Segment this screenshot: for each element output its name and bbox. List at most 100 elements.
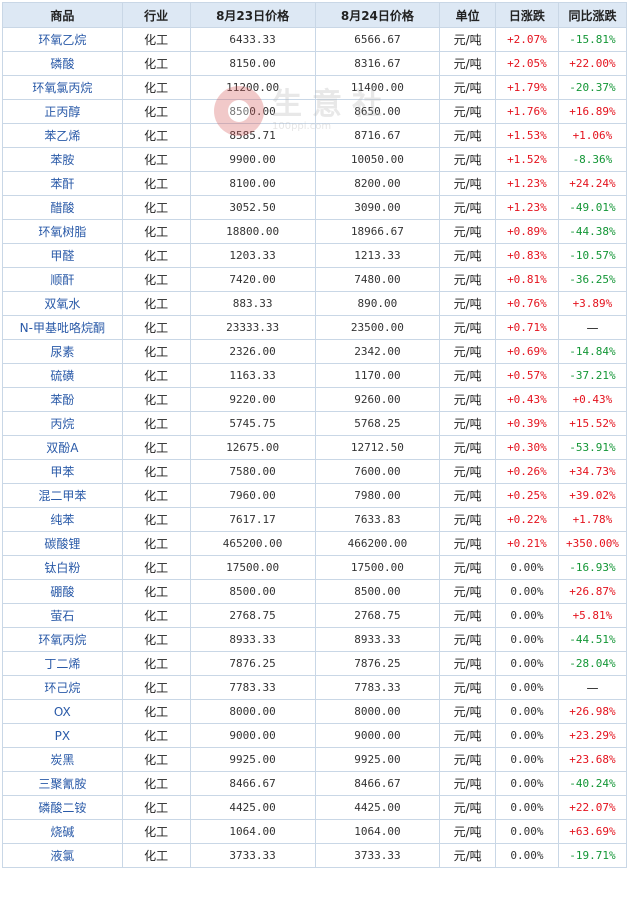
product-name[interactable]: 萤石 — [2, 603, 123, 628]
product-name[interactable]: N-甲基吡咯烷酮 — [2, 315, 123, 340]
product-name[interactable]: 硫磺 — [2, 363, 123, 388]
daily-change: 0.00% — [494, 747, 559, 772]
daily-change: +0.69% — [494, 339, 559, 364]
yoy-change: +23.68% — [557, 747, 628, 772]
price-aug24: 466200.00 — [314, 531, 441, 556]
yoy-change: -40.24% — [557, 771, 628, 796]
price-aug23: 7960.00 — [189, 483, 316, 508]
table-row: 钛白粉 化工 17500.00 17500.00 元/吨 0.00% -16.93% — [2, 555, 628, 580]
product-name[interactable]: 环氧树脂 — [2, 219, 123, 244]
daily-change: +0.81% — [494, 267, 559, 292]
yoy-change: -16.93% — [557, 555, 628, 580]
product-name[interactable]: 双氧水 — [2, 291, 123, 316]
yoy-change: -49.01% — [557, 195, 628, 220]
table-row: 尿素 化工 2326.00 2342.00 元/吨 +0.69% -14.84% — [2, 339, 628, 364]
yoy-change: -10.57% — [557, 243, 628, 268]
product-name[interactable]: 苯酐 — [2, 171, 123, 196]
product-name[interactable]: 液氯 — [2, 843, 123, 868]
product-name[interactable]: 磷酸二铵 — [2, 795, 123, 820]
product-name[interactable]: 双酚A — [2, 435, 123, 460]
price-aug23: 883.33 — [189, 291, 316, 316]
table-row: 正丙醇 化工 8500.00 8650.00 元/吨 +1.76% +16.89% — [2, 99, 628, 124]
table-row: 环氧氯丙烷 化工 11200.00 11400.00 元/吨 +1.79% -20.37% — [2, 75, 628, 100]
unit-cell: 元/吨 — [439, 843, 496, 868]
daily-change: 0.00% — [494, 819, 559, 844]
price-aug24: 7480.00 — [314, 267, 441, 292]
table-row: 苯胺 化工 9900.00 10050.00 元/吨 +1.52% -8.36% — [2, 147, 628, 172]
product-name[interactable]: 顺酐 — [2, 267, 123, 292]
product-name[interactable]: 硼酸 — [2, 579, 123, 604]
table-row: 硫磺 化工 1163.33 1170.00 元/吨 +0.57% -37.21% — [2, 363, 628, 388]
daily-change: +1.53% — [494, 123, 559, 148]
price-aug23: 8585.71 — [189, 123, 316, 148]
product-name[interactable]: PX — [2, 723, 123, 748]
unit-cell: 元/吨 — [439, 435, 496, 460]
product-name[interactable]: 苯酚 — [2, 387, 123, 412]
product-name[interactable]: 苯胺 — [2, 147, 123, 172]
price-aug24: 18966.67 — [314, 219, 441, 244]
price-aug24: 7980.00 — [314, 483, 441, 508]
table-row: 甲醛 化工 1203.33 1213.33 元/吨 +0.83% -10.57% — [2, 243, 628, 268]
product-name[interactable]: 三聚氰胺 — [2, 771, 123, 796]
yoy-change: +15.52% — [557, 411, 628, 436]
product-name[interactable]: 甲苯 — [2, 459, 123, 484]
product-name[interactable]: 混二甲苯 — [2, 483, 123, 508]
product-name[interactable]: 尿素 — [2, 339, 123, 364]
daily-change: +1.52% — [494, 147, 559, 172]
price-aug24: 9925.00 — [314, 747, 441, 772]
daily-change: 0.00% — [494, 723, 559, 748]
product-name[interactable]: 丙烷 — [2, 411, 123, 436]
price-aug23: 23333.33 — [189, 315, 316, 340]
product-name[interactable]: 烧碱 — [2, 819, 123, 844]
product-name[interactable]: 苯乙烯 — [2, 123, 123, 148]
unit-cell: 元/吨 — [439, 243, 496, 268]
daily-change: +0.26% — [494, 459, 559, 484]
industry-cell: 化工 — [121, 27, 191, 52]
product-name[interactable]: 正丙醇 — [2, 99, 123, 124]
price-aug23: 5745.75 — [189, 411, 316, 436]
yoy-change: +26.98% — [557, 699, 628, 724]
table-row: 丁二烯 化工 7876.25 7876.25 元/吨 0.00% -28.04% — [2, 651, 628, 676]
product-name[interactable]: 环氧乙烷 — [2, 27, 123, 52]
unit-cell: 元/吨 — [439, 363, 496, 388]
product-name[interactable]: 碳酸锂 — [2, 531, 123, 556]
product-name[interactable]: OX — [2, 699, 123, 724]
unit-cell: 元/吨 — [439, 699, 496, 724]
industry-cell: 化工 — [121, 819, 191, 844]
unit-cell: 元/吨 — [439, 675, 496, 700]
table-row: N-甲基吡咯烷酮 化工 23333.33 23500.00 元/吨 +0.71% — — [2, 315, 628, 340]
industry-cell: 化工 — [121, 843, 191, 868]
price-aug24: 7633.83 — [314, 507, 441, 532]
unit-cell: 元/吨 — [439, 123, 496, 148]
daily-change: +1.23% — [494, 195, 559, 220]
product-name[interactable]: 环氧氯丙烷 — [2, 75, 123, 100]
product-name[interactable]: 钛白粉 — [2, 555, 123, 580]
table-row: PX 化工 9000.00 9000.00 元/吨 0.00% +23.29% — [2, 723, 628, 748]
price-aug23: 2326.00 — [189, 339, 316, 364]
industry-cell: 化工 — [121, 315, 191, 340]
table-row: 液氯 化工 3733.33 3733.33 元/吨 0.00% -19.71% — [2, 843, 628, 868]
product-name[interactable]: 环氧丙烷 — [2, 627, 123, 652]
table-row: 萤石 化工 2768.75 2768.75 元/吨 0.00% +5.81% — [2, 603, 628, 628]
product-name[interactable]: 甲醛 — [2, 243, 123, 268]
table-row: 双氧水 化工 883.33 890.00 元/吨 +0.76% +3.89% — [2, 291, 628, 316]
industry-cell: 化工 — [121, 387, 191, 412]
product-name[interactable]: 环己烷 — [2, 675, 123, 700]
product-name[interactable]: 纯苯 — [2, 507, 123, 532]
unit-cell: 元/吨 — [439, 147, 496, 172]
price-aug24: 8716.67 — [314, 123, 441, 148]
daily-change: 0.00% — [494, 603, 559, 628]
unit-cell: 元/吨 — [439, 171, 496, 196]
price-aug24: 1064.00 — [314, 819, 441, 844]
table-row: 三聚氰胺 化工 8466.67 8466.67 元/吨 0.00% -40.24% — [2, 771, 628, 796]
table-row: 双酚A 化工 12675.00 12712.50 元/吨 +0.30% -53.91% — [2, 435, 628, 460]
product-name[interactable]: 醋酸 — [2, 195, 123, 220]
industry-cell: 化工 — [121, 51, 191, 76]
product-name[interactable]: 磷酸 — [2, 51, 123, 76]
product-name[interactable]: 炭黑 — [2, 747, 123, 772]
product-name[interactable]: 丁二烯 — [2, 651, 123, 676]
industry-cell: 化工 — [121, 363, 191, 388]
price-aug24: 1170.00 — [314, 363, 441, 388]
yoy-change: +0.43% — [557, 387, 628, 412]
price-aug23: 7617.17 — [189, 507, 316, 532]
